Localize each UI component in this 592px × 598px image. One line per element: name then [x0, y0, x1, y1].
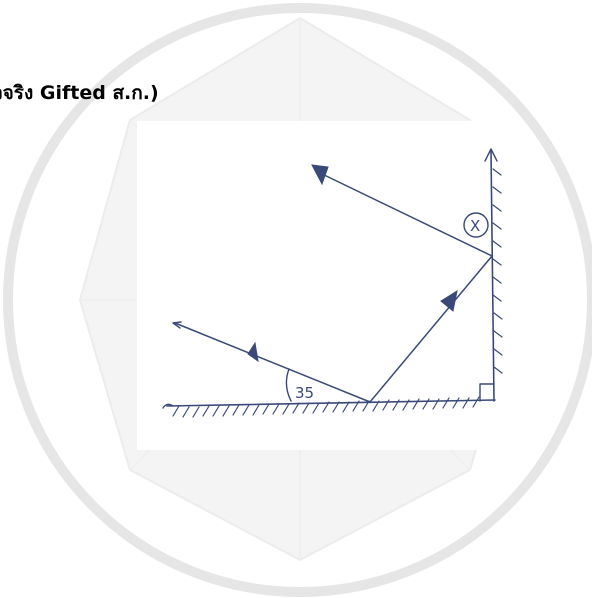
- first-reflected-ray-arrowhead: [440, 289, 458, 312]
- vertical-mirror-hatching: [492, 168, 503, 374]
- vertical-mirror-arrowhead: [484, 148, 498, 162]
- reflection-diagram: 35 X: [162, 148, 503, 418]
- handwritten-diagram-photo: 35 X: [137, 121, 523, 450]
- header-text: วจริง Gifted ส.ก.): [0, 82, 159, 104]
- watermark-outer-ring: [3, 3, 592, 597]
- second-reflected-ray: [317, 171, 493, 257]
- incident-ray-tail-mark: [172, 321, 182, 329]
- horizontal-mirror: [166, 399, 496, 407]
- second-reflected-ray-arrowhead: [311, 164, 329, 186]
- mirror-hatching: [172, 396, 480, 418]
- incident-ray: [174, 322, 371, 403]
- mirror-end-mark: [162, 403, 174, 409]
- right-angle-mark: [479, 383, 495, 402]
- angle-label-35: 35: [295, 384, 314, 402]
- vertical-mirror: [490, 150, 495, 402]
- first-reflected-ray: [369, 255, 493, 403]
- incident-ray-arrowhead: [247, 341, 259, 363]
- unknown-angle-label: X: [470, 217, 480, 235]
- unknown-angle-circle: [463, 212, 489, 238]
- angle-arc-35: [285, 368, 292, 402]
